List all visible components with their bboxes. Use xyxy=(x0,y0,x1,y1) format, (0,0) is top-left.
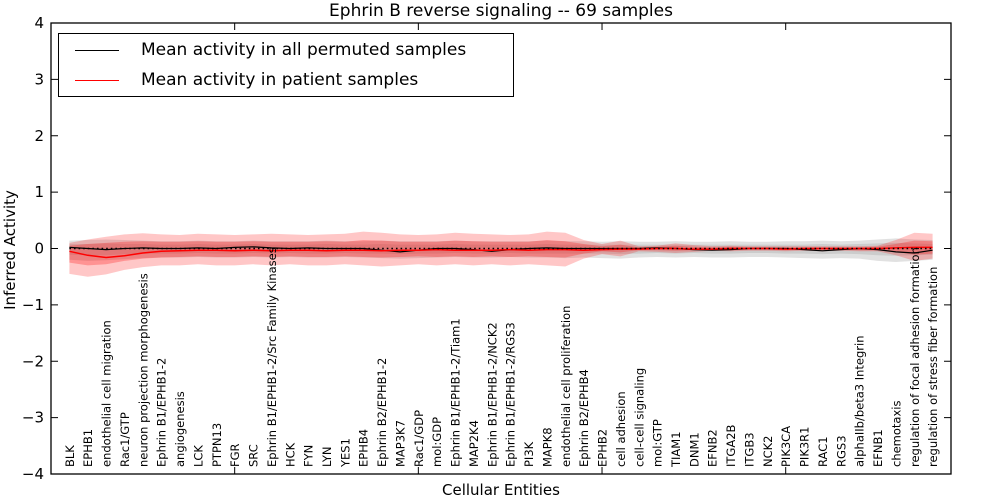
entity-label: HCK xyxy=(283,442,297,467)
legend-item-patient: Mean activity in patient samples xyxy=(59,66,513,94)
entity-label: PTPN13 xyxy=(210,423,224,467)
entity-label: EPHB4 xyxy=(357,429,371,467)
entity-label: alphaIIb/beta3 Integrin xyxy=(853,335,867,467)
entity-label: FGR xyxy=(228,443,242,467)
y-tick-label: −3 xyxy=(22,409,44,427)
entity-label: SRC xyxy=(247,444,261,467)
y-tick-label: 0 xyxy=(34,240,44,258)
entity-label: NCK2 xyxy=(761,436,775,468)
entity-label: LYN xyxy=(320,446,334,467)
entity-label: Ephrin B1/EPHB1-2/Src Family Kinases xyxy=(265,247,279,467)
entity-label: neuron projection morphogenesis xyxy=(136,273,150,467)
ticks xyxy=(50,22,951,475)
entity-label: mol:GTP xyxy=(651,419,665,467)
entity-label: MAPK8 xyxy=(540,427,554,467)
patient-line-swatch xyxy=(75,79,119,81)
entity-label: PIK3CA xyxy=(779,426,793,467)
entity-label: DNM1 xyxy=(687,432,701,467)
entity-label: Ephrin B1/EPHB1-2/NCK2 xyxy=(485,322,499,467)
entity-label: cell-cell signaling xyxy=(632,368,646,467)
mean-lines xyxy=(69,246,933,259)
entity-label: chemotaxis xyxy=(889,401,903,467)
entity-label: EFNB2 xyxy=(706,429,720,467)
entity-label: mol:GDP xyxy=(430,417,444,467)
entity-label: Ephrin B2/EPHB1-2 xyxy=(375,358,389,467)
patient-band-inner xyxy=(69,240,933,266)
entity-label: angiogenesis xyxy=(173,391,187,467)
y-tick-label: 3 xyxy=(34,70,44,88)
entity-label: EFNB1 xyxy=(871,429,885,467)
chart-title: Ephrin B reverse signaling -- 69 samples xyxy=(329,1,673,21)
entity-label: YES1 xyxy=(338,438,352,468)
y-tick-label: −1 xyxy=(22,296,44,314)
y-tick-labels: 4 3 2 1 0 −1 −2 −3 −4 xyxy=(22,14,44,483)
entity-label: BLK xyxy=(63,445,77,467)
y-tick-label: 4 xyxy=(34,14,44,32)
entity-label: regulation of stress fiber formation xyxy=(926,267,940,467)
confidence-bands xyxy=(69,231,933,277)
entity-label: regulation of focal adhesion formation xyxy=(908,247,922,467)
entity-label: endothelial cell migration xyxy=(100,320,114,467)
entity-label: ITGA2B xyxy=(724,424,738,467)
legend-item-permuted: Mean activity in all permuted samples xyxy=(59,36,513,64)
y-tick-label: 2 xyxy=(34,127,44,145)
legend-label-permuted: Mean activity in all permuted samples xyxy=(141,40,467,60)
entity-label: FYN xyxy=(302,445,316,467)
y-tick-label: −2 xyxy=(22,352,44,370)
entity-label: ITGB3 xyxy=(743,432,757,467)
entity-label: Rac1/GTP xyxy=(118,412,132,467)
legend: Mean activity in all permuted samples Me… xyxy=(58,33,514,97)
entity-label: endothelial cell proliferation xyxy=(559,306,573,467)
legend-label-patient: Mean activity in patient samples xyxy=(141,70,419,90)
entity-label: TIAM1 xyxy=(669,431,683,468)
x-axis-label: Cellular Entities xyxy=(442,481,560,499)
entity-label: EPHB1 xyxy=(81,429,95,467)
entity-label: PIK3R1 xyxy=(798,427,812,468)
entity-label: Ephrin B1/EPHB1-2/Tiam1 xyxy=(449,318,463,467)
permuted-line-swatch xyxy=(75,49,119,51)
entity-label: cell adhesion xyxy=(614,391,628,467)
patient-band-outer xyxy=(69,231,933,277)
entity-label: RGS3 xyxy=(834,435,848,467)
x-tick-labels: BLK EPHB1 endothelial cell migration Rac1/G… xyxy=(63,247,940,468)
entity-label: MAP2K4 xyxy=(467,420,481,467)
entity-label: EPHB2 xyxy=(596,429,610,467)
entity-label: Ephrin B1/EPHB1-2/RGS3 xyxy=(504,322,518,467)
entity-label: RAC1 xyxy=(816,436,830,467)
entity-label: Rac1/GDP xyxy=(412,410,426,467)
entity-label: LCK xyxy=(191,445,205,467)
y-axis-label: Inferred Activity xyxy=(1,190,19,310)
entity-label: Ephrin B2/EPHB4 xyxy=(577,369,591,467)
entity-label: Ephrin B1/EPHB1-2 xyxy=(155,358,169,467)
y-tick-label: −4 xyxy=(22,465,44,483)
entity-label: MAP3K7 xyxy=(394,420,408,467)
patient-mean-line xyxy=(69,246,933,259)
y-tick-label: 1 xyxy=(34,183,44,201)
entity-label: PI3K xyxy=(522,441,536,467)
